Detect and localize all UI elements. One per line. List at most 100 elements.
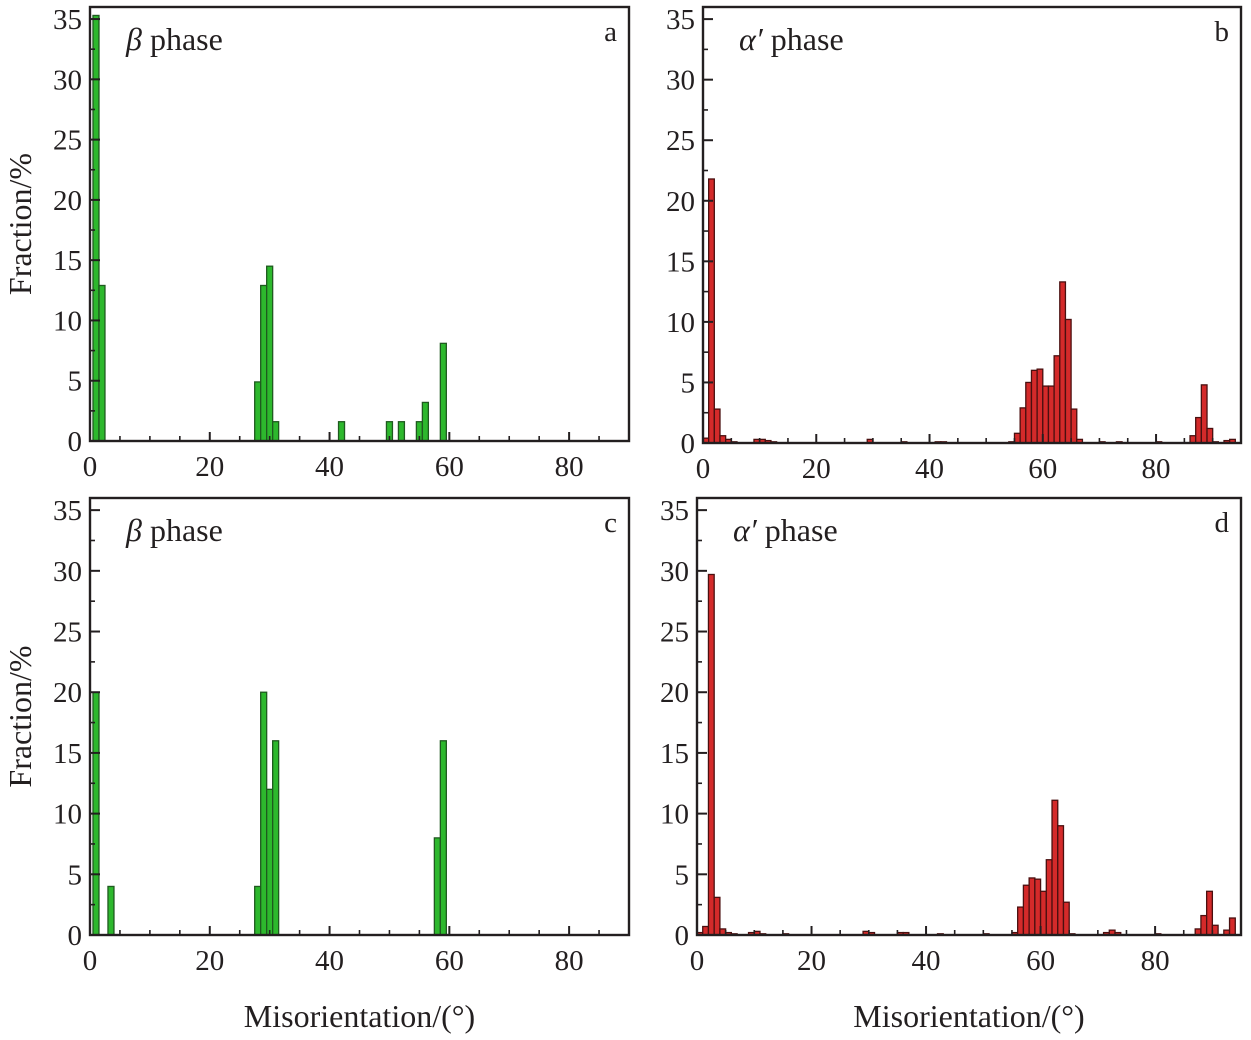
x-tick-label: 80 <box>1141 945 1170 977</box>
y-tick-label: 0 <box>68 920 83 952</box>
phase-label: phase <box>142 512 223 548</box>
histogram-bar-b-16 <box>1019 407 1027 444</box>
x-tick-label: 60 <box>435 451 464 483</box>
phase-symbol: α′ <box>739 21 764 57</box>
panel-c: 0 5 10 15 20 25 30 35 0 20 40 60 80 β phase c Fraction/… <box>2 495 631 1034</box>
histogram-bar-b-18 <box>1030 369 1038 444</box>
panel-a: 0 5 10 15 20 25 30 35 0 20 40 60 80 β phase a Fraction/… <box>2 4 631 483</box>
y-tick-label: 0 <box>675 920 690 952</box>
x-tick-label: 40 <box>315 451 344 483</box>
y-tick-label: 5 <box>68 366 83 398</box>
plot-frame-a <box>88 5 631 443</box>
histogram-bar-b-15 <box>1013 432 1021 444</box>
histogram-bar-a-3 <box>260 284 268 442</box>
x-axis-title-c: Misorientation/(°) <box>244 998 475 1034</box>
histogram-bar-d-34 <box>1205 890 1214 936</box>
x-tick-label: 0 <box>696 453 711 485</box>
histogram-bar-d-26 <box>1062 901 1070 936</box>
panel-letter-c: c <box>604 507 617 539</box>
histogram-bar-d-18 <box>1017 906 1025 936</box>
x-tick-label: 0 <box>83 945 98 977</box>
histogram-bar-c-5 <box>272 740 280 936</box>
y-tick-label: 25 <box>53 617 82 649</box>
x-tick-label: 80 <box>555 945 584 977</box>
histogram-bar-b-19 <box>1036 368 1044 444</box>
y-tick-label: 35 <box>53 4 82 36</box>
histogram-bar-a-8 <box>397 421 406 442</box>
histogram-bar-d-37 <box>1228 917 1236 936</box>
y-tick-label: 5 <box>675 859 690 891</box>
histogram-bar-b-32 <box>1200 384 1208 444</box>
phase-symbol: α′ <box>733 512 758 548</box>
y-tick-label: 10 <box>53 799 82 831</box>
histogram-bar-a-5 <box>272 421 280 442</box>
y-tick-label: 25 <box>666 125 695 157</box>
histogram-bar-c-2 <box>254 885 262 936</box>
plot-frame-d <box>695 496 1243 937</box>
histogram-bar-a-11 <box>439 342 447 442</box>
histogram-bar-b-21 <box>1047 385 1055 444</box>
x-tick-label: 40 <box>315 945 344 977</box>
x-tick-label: 0 <box>690 945 705 977</box>
histogram-bar-c-6 <box>433 837 441 936</box>
x-tick-label: 40 <box>915 453 944 485</box>
histogram-bar-c-1 <box>107 885 115 936</box>
histogram-bar-d-19 <box>1022 884 1030 936</box>
phase-symbol: β <box>125 512 142 548</box>
y-tick-label: 30 <box>660 556 689 588</box>
panel-b: 0 5 10 15 20 25 30 35 0 20 40 60 80 α′ phase b <box>666 4 1243 485</box>
y-tick-label: 5 <box>681 367 696 399</box>
y-axis-title-c: Fraction/% <box>2 645 38 787</box>
y-tick-label: 20 <box>53 677 82 709</box>
y-tick-label: 15 <box>53 245 82 277</box>
x-tick-label: 80 <box>555 451 584 483</box>
y-tick-label: 15 <box>53 738 82 770</box>
histogram-bar-b-2 <box>713 408 721 444</box>
histogram-bar-c-4 <box>266 788 274 936</box>
y-tick-label: 35 <box>660 495 689 527</box>
histogram-bar-b-22 <box>1053 355 1061 444</box>
y-tick-label: 20 <box>53 185 82 217</box>
histogram-bar-b-25 <box>1070 408 1078 444</box>
x-tick-label: 20 <box>195 451 224 483</box>
histogram-bar-a-4 <box>266 265 274 442</box>
histogram-bar-b-1 <box>708 178 715 444</box>
y-tick-label: 10 <box>666 307 695 339</box>
y-tick-label: 35 <box>666 4 695 36</box>
panel-letter-d: d <box>1215 507 1230 539</box>
histogram-bar-b-33 <box>1206 427 1214 444</box>
x-tick-label: 60 <box>435 945 464 977</box>
y-tick-label: 15 <box>666 246 695 278</box>
y-tick-label: 20 <box>666 186 695 218</box>
histogram-bar-d-24 <box>1051 799 1059 936</box>
x-tick-label: 20 <box>797 945 826 977</box>
x-tick-label: 40 <box>912 945 941 977</box>
x-tick-label: 80 <box>1142 453 1171 485</box>
panel-title-d: α′ phase <box>733 512 838 548</box>
histogram-bar-b-17 <box>1025 381 1033 444</box>
y-tick-label: 35 <box>53 495 82 527</box>
y-tick-label: 30 <box>53 64 82 96</box>
histogram-bar-d-33 <box>1200 914 1208 936</box>
y-tick-label: 30 <box>666 65 695 97</box>
panel-d: 0 5 10 15 20 25 30 35 0 20 40 60 80 α′ phase d Misorien… <box>660 495 1243 1034</box>
histogram-bar-c-3 <box>260 691 268 936</box>
histogram-bar-d-25 <box>1057 825 1065 936</box>
histogram-bar-a-1 <box>98 284 106 442</box>
y-tick-label: 10 <box>53 305 82 337</box>
histogram-bar-d-20 <box>1028 877 1036 936</box>
y-tick-label: 0 <box>681 428 696 460</box>
plot-frame-b <box>701 5 1243 445</box>
x-tick-label: 20 <box>195 945 224 977</box>
x-tick-label: 60 <box>1028 453 1057 485</box>
histogram-bar-c-7 <box>439 740 447 936</box>
histogram-bar-b-31 <box>1195 416 1202 444</box>
y-tick-label: 25 <box>660 617 689 649</box>
x-tick-label: 60 <box>1026 945 1055 977</box>
y-tick-label: 15 <box>660 738 689 770</box>
plot-frame-c <box>88 496 631 937</box>
x-axis-title-d: Misorientation/(°) <box>853 998 1084 1034</box>
y-tick-label: 5 <box>68 859 83 891</box>
panel-title-b: α′ phase <box>739 21 844 57</box>
